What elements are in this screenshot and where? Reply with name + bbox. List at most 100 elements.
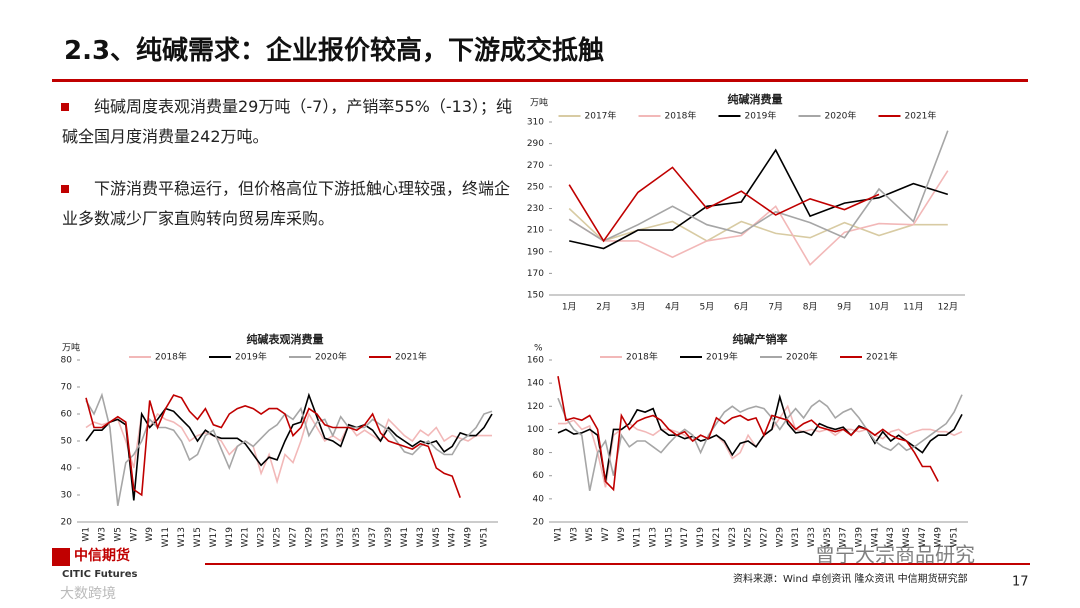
y-tick-label: 40 xyxy=(61,464,73,474)
series-line xyxy=(557,394,963,491)
x-tick-label: W23 xyxy=(257,527,267,547)
x-tick-label: W5 xyxy=(113,527,123,542)
x-tick-label: W17 xyxy=(680,527,690,547)
y-tick-label: 60 xyxy=(61,410,73,420)
y-axis-label: % xyxy=(534,344,543,354)
logo-mark xyxy=(52,548,70,566)
x-tick-label: W37 xyxy=(368,527,378,547)
x-tick-label: W41 xyxy=(400,527,410,547)
x-tick-label: 2月 xyxy=(596,302,611,313)
legend-label: 2021年 xyxy=(395,351,427,363)
y-tick-label: 250 xyxy=(527,182,544,192)
x-tick-label: W43 xyxy=(886,527,896,547)
y-tick-label: 150 xyxy=(527,291,544,301)
bullet: 纯碱周度表观消费量29万吨（-7），产销率55%（-13）；纯碱全国月度消费量2… xyxy=(61,92,514,152)
x-tick-label: W33 xyxy=(807,527,817,547)
x-tick-label: W31 xyxy=(320,527,330,547)
x-tick-label: W7 xyxy=(601,527,611,542)
series-line xyxy=(85,392,493,501)
y-tick-label: 160 xyxy=(527,356,544,366)
x-tick-label: W13 xyxy=(649,527,659,547)
x-tick-label: W45 xyxy=(902,527,912,547)
x-tick-label: 1月 xyxy=(562,302,577,313)
title-rule xyxy=(52,79,1028,82)
x-tick-label: W31 xyxy=(791,527,801,547)
chart-title: 纯碱消费量 xyxy=(728,92,783,106)
x-tick-label: W45 xyxy=(432,527,442,547)
series-line xyxy=(85,392,493,506)
slide-title: 2.3、纯碱需求：企业报价较高，下游成交抵触 xyxy=(64,36,605,66)
x-tick-label: W37 xyxy=(839,527,849,547)
legend-label: 2020年 xyxy=(786,351,818,363)
x-tick-label: W1 xyxy=(554,527,564,542)
logo-en: CITIC Futures xyxy=(62,569,137,580)
x-tick-label: 5月 xyxy=(700,302,715,313)
y-axis-label: 万吨 xyxy=(62,342,80,354)
legend-label: 2019年 xyxy=(745,110,777,122)
y-tick-label: 290 xyxy=(527,139,544,149)
series-line xyxy=(568,170,949,266)
x-tick-label: W35 xyxy=(823,527,833,547)
x-tick-label: W29 xyxy=(775,527,785,548)
x-tick-label: W49 xyxy=(934,527,944,548)
legend-label: 2020年 xyxy=(315,351,347,363)
y-tick-label: 20 xyxy=(61,518,73,528)
legend-label: 2018年 xyxy=(626,351,658,363)
y-tick-label: 170 xyxy=(527,269,544,279)
x-tick-label: W21 xyxy=(241,527,251,547)
x-tick-label: 10月 xyxy=(869,302,889,313)
x-tick-label: 6月 xyxy=(734,302,749,313)
x-tick-label: W49 xyxy=(464,527,474,548)
x-tick-label: W11 xyxy=(161,527,171,547)
x-tick-label: W9 xyxy=(145,527,155,542)
y-tick-label: 20 xyxy=(533,518,545,528)
series-line xyxy=(568,207,948,242)
x-tick-label: W13 xyxy=(177,527,187,547)
y-tick-label: 60 xyxy=(533,471,545,481)
series-line xyxy=(568,130,949,242)
series-line xyxy=(568,166,880,243)
x-tick-label: W27 xyxy=(288,527,298,547)
legend-label: 2018年 xyxy=(155,351,187,363)
x-tick-label: W3 xyxy=(569,527,579,542)
y-tick-label: 70 xyxy=(61,383,73,393)
x-tick-label: W35 xyxy=(352,527,362,547)
logo-cn: 中信期货 xyxy=(74,547,130,564)
legend-label: 2019年 xyxy=(235,351,267,363)
bullet: 下游消费平稳运行，但价格高位下游抵触心理较强，终端企业多数减少厂家直购转向贸易库… xyxy=(61,174,514,234)
legend-label: 2017年 xyxy=(585,110,617,122)
x-tick-label: W15 xyxy=(664,527,674,547)
x-tick-label: W19 xyxy=(225,527,235,548)
y-tick-label: 40 xyxy=(533,494,545,504)
x-tick-label: W29 xyxy=(304,527,314,548)
x-tick-label: W47 xyxy=(448,527,458,547)
x-tick-label: 8月 xyxy=(803,302,818,313)
y-tick-label: 100 xyxy=(527,425,544,435)
y-tick-label: 190 xyxy=(527,247,544,257)
x-tick-label: W41 xyxy=(870,527,880,547)
legend-label: 2018年 xyxy=(665,110,697,122)
x-tick-label: W7 xyxy=(129,527,139,542)
legend-label: 2021年 xyxy=(905,110,937,122)
x-tick-label: W3 xyxy=(97,527,107,542)
x-tick-label: W51 xyxy=(480,527,490,547)
x-tick-label: W19 xyxy=(696,527,706,548)
watermark: 大数跨境 xyxy=(60,586,116,602)
y-tick-label: 80 xyxy=(533,448,545,458)
x-tick-label: 4月 xyxy=(665,302,680,313)
x-tick-label: W43 xyxy=(416,527,426,547)
x-tick-label: W21 xyxy=(712,527,722,547)
x-tick-label: W5 xyxy=(585,527,595,542)
y-tick-label: 120 xyxy=(527,402,544,412)
watermark: 曾宁大宗商品研究 xyxy=(815,543,975,567)
legend-label: 2020年 xyxy=(825,110,857,122)
x-tick-label: W11 xyxy=(633,527,643,547)
x-tick-label: W33 xyxy=(336,527,346,547)
x-tick-label: W23 xyxy=(728,527,738,547)
y-tick-label: 140 xyxy=(527,379,544,389)
x-tick-label: 9月 xyxy=(837,302,852,313)
source: 资料来源：Wind 卓创资讯 隆众资讯 中信期货研究部 xyxy=(733,572,968,585)
y-tick-label: 310 xyxy=(527,118,544,128)
